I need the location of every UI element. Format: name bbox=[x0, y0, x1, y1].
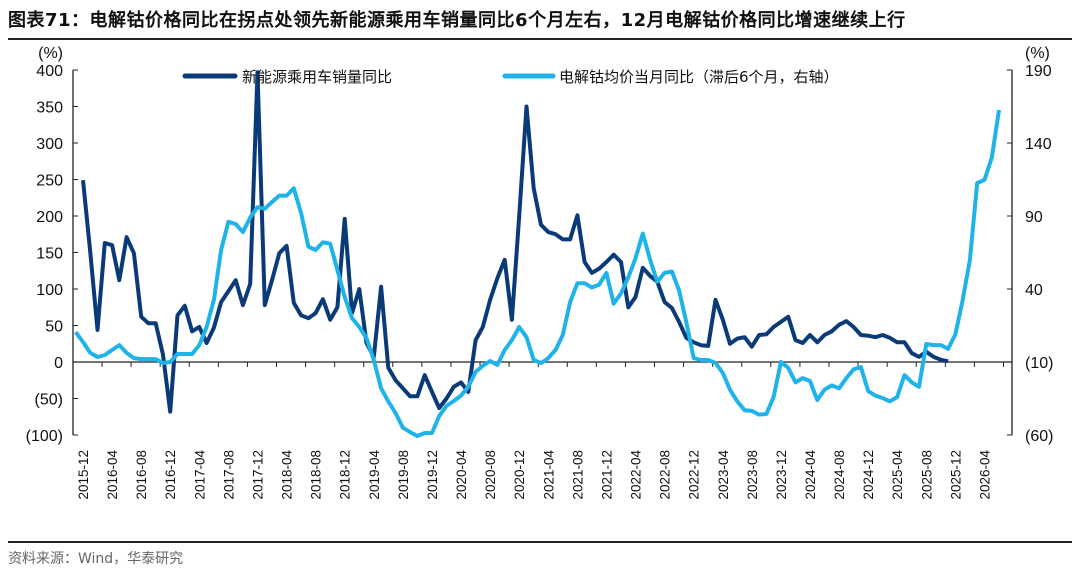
x-tick-label: 2023-12 bbox=[774, 450, 789, 500]
footer-divider bbox=[8, 541, 1072, 543]
x-tick-label: 2023-08 bbox=[745, 450, 760, 500]
x-tick-label: 2020-08 bbox=[483, 450, 498, 500]
left-axis-unit: (%) bbox=[38, 45, 63, 62]
right-tick-label: 140 bbox=[1025, 136, 1052, 153]
right-axis-unit: (%) bbox=[1025, 45, 1050, 62]
series-line-nev-sales-yoy bbox=[81, 70, 949, 414]
x-tick-label: 2026-04 bbox=[977, 450, 992, 500]
x-tick-label: 2024-04 bbox=[803, 450, 818, 500]
x-tick-label: 2025-08 bbox=[919, 450, 934, 500]
x-tick-label: 2021-04 bbox=[541, 450, 556, 500]
left-tick-label: 200 bbox=[36, 209, 63, 226]
left-tick-label: 250 bbox=[36, 173, 63, 190]
left-tick-label: 150 bbox=[36, 246, 63, 263]
title-divider bbox=[8, 38, 1072, 40]
legend-label-nev-sales: 新能源乘用车销量同比 bbox=[242, 68, 392, 86]
x-tick-label: 2020-04 bbox=[454, 450, 469, 500]
x-tick-label: 2025-04 bbox=[890, 450, 905, 500]
x-tick-label: 2020-12 bbox=[512, 450, 527, 500]
x-tick-label: 2018-12 bbox=[338, 450, 353, 500]
left-tick-label: 350 bbox=[36, 100, 63, 117]
x-tick-label: 2018-08 bbox=[309, 450, 324, 500]
x-tick-label: 2022-12 bbox=[687, 450, 702, 500]
left-tick-label: 400 bbox=[36, 63, 63, 80]
series-line-cobalt-price-yoy bbox=[74, 109, 1001, 438]
x-tick-label: 2017-08 bbox=[221, 450, 236, 500]
right-tick-label: 40 bbox=[1025, 282, 1043, 299]
x-tick-label: 2021-08 bbox=[570, 450, 585, 500]
x-tick-label: 2023-04 bbox=[716, 450, 731, 500]
right-tick-label: (10) bbox=[1025, 355, 1053, 372]
x-tick-label: 2021-12 bbox=[599, 450, 614, 500]
left-tick-label: 100 bbox=[36, 282, 63, 299]
x-tick-label: 2017-12 bbox=[250, 450, 265, 500]
x-tick-label: 2019-08 bbox=[396, 450, 411, 500]
x-tick-label: 2019-12 bbox=[425, 450, 440, 500]
right-tick-label: 90 bbox=[1025, 209, 1043, 226]
right-tick-label: (60) bbox=[1025, 428, 1053, 445]
x-tick-label: 2024-12 bbox=[861, 450, 876, 500]
x-tick-label: 2016-08 bbox=[134, 450, 149, 500]
x-tick-label: 2016-12 bbox=[163, 450, 178, 500]
source-note: 资料来源：Wind，华泰研究 bbox=[8, 551, 184, 567]
x-tick-label: 2017-04 bbox=[192, 450, 207, 500]
line-chart: 400350300250200150100500(50)(100)(%)1901… bbox=[26, 45, 1054, 500]
left-tick-label: (50) bbox=[35, 392, 63, 409]
x-tick-label: 2018-04 bbox=[280, 450, 295, 500]
x-tick-label: 2015-12 bbox=[76, 450, 91, 500]
x-tick-label: 2016-04 bbox=[105, 450, 120, 500]
left-tick-label: 300 bbox=[36, 136, 63, 153]
x-tick-label: 2022-04 bbox=[629, 450, 644, 500]
x-tick-label: 2025-12 bbox=[948, 450, 963, 500]
left-tick-label: (100) bbox=[26, 428, 63, 445]
figure-title: 图表71：电解钴价格同比在拐点处领先新能源乘用车销量同比6个月左右，12月电解钴… bbox=[8, 10, 906, 31]
legend-label-cobalt-price: 电解钴均价当月同比（滞后6个月，右轴） bbox=[559, 68, 839, 86]
right-tick-label: 190 bbox=[1025, 63, 1052, 80]
left-tick-label: 50 bbox=[45, 319, 63, 336]
x-tick-label: 2022-08 bbox=[658, 450, 673, 500]
left-tick-label: 0 bbox=[54, 355, 63, 372]
x-tick-label: 2019-04 bbox=[367, 450, 382, 500]
x-tick-label: 2024-08 bbox=[832, 450, 847, 500]
